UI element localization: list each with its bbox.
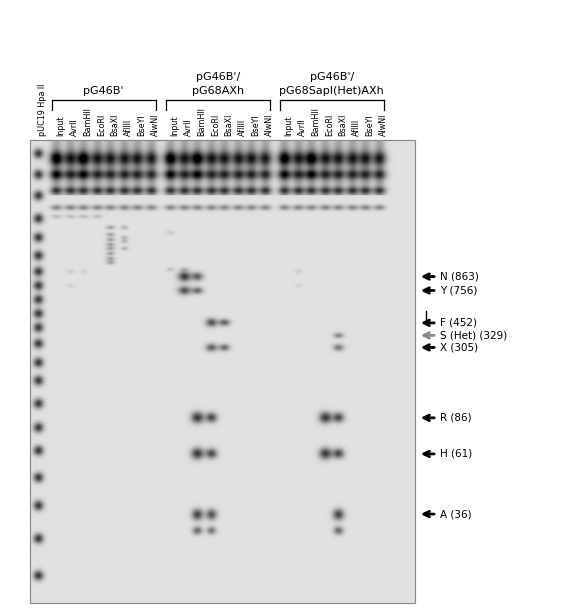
Text: AflIII: AflIII bbox=[238, 119, 247, 136]
Text: BseYI: BseYI bbox=[366, 114, 375, 136]
Text: pG68AXh: pG68AXh bbox=[192, 86, 244, 96]
Text: BamHII: BamHII bbox=[84, 107, 92, 136]
Text: X (305): X (305) bbox=[440, 343, 478, 353]
Text: EcoRI: EcoRI bbox=[211, 114, 220, 136]
Text: BamHII: BamHII bbox=[312, 107, 320, 136]
Text: N (863): N (863) bbox=[440, 272, 479, 282]
Text: AflIII: AflIII bbox=[352, 119, 361, 136]
Text: BsaXI: BsaXI bbox=[339, 114, 347, 136]
Text: BsaXI: BsaXI bbox=[111, 114, 120, 136]
Text: Y (756): Y (756) bbox=[440, 285, 477, 296]
Text: pUC19 Hpa II: pUC19 Hpa II bbox=[38, 84, 47, 136]
Text: BseYI: BseYI bbox=[138, 114, 147, 136]
Text: AvrII: AvrII bbox=[298, 118, 307, 136]
Text: Input: Input bbox=[57, 116, 65, 136]
Bar bbox=[30, 140, 415, 603]
Text: AflIII: AflIII bbox=[124, 119, 133, 136]
Text: pG46B'/: pG46B'/ bbox=[309, 72, 354, 82]
Text: BamHII: BamHII bbox=[198, 107, 206, 136]
Text: AlwNI: AlwNI bbox=[265, 114, 274, 136]
Text: H (61): H (61) bbox=[440, 449, 472, 459]
Text: BsaXI: BsaXI bbox=[225, 114, 234, 136]
Text: AlwNI: AlwNI bbox=[151, 114, 160, 136]
Text: S (Het) (329): S (Het) (329) bbox=[440, 330, 507, 340]
Text: BseYI: BseYI bbox=[252, 114, 261, 136]
Text: pG46B'/: pG46B'/ bbox=[195, 72, 240, 82]
Text: A (36): A (36) bbox=[440, 509, 472, 519]
Bar bbox=[30, 140, 415, 603]
Text: pG68SapI(Het)AXh: pG68SapI(Het)AXh bbox=[280, 86, 384, 96]
Text: AvrII: AvrII bbox=[184, 118, 193, 136]
Text: Input: Input bbox=[171, 116, 179, 136]
Text: EcoRI: EcoRI bbox=[97, 114, 106, 136]
Text: R (86): R (86) bbox=[440, 413, 472, 423]
Text: AvrII: AvrII bbox=[70, 118, 79, 136]
Text: Input: Input bbox=[285, 116, 293, 136]
Text: EcoRI: EcoRI bbox=[325, 114, 334, 136]
Text: AlwNI: AlwNI bbox=[379, 114, 388, 136]
Text: pG46B': pG46B' bbox=[84, 86, 124, 96]
Text: F (452): F (452) bbox=[440, 318, 477, 328]
